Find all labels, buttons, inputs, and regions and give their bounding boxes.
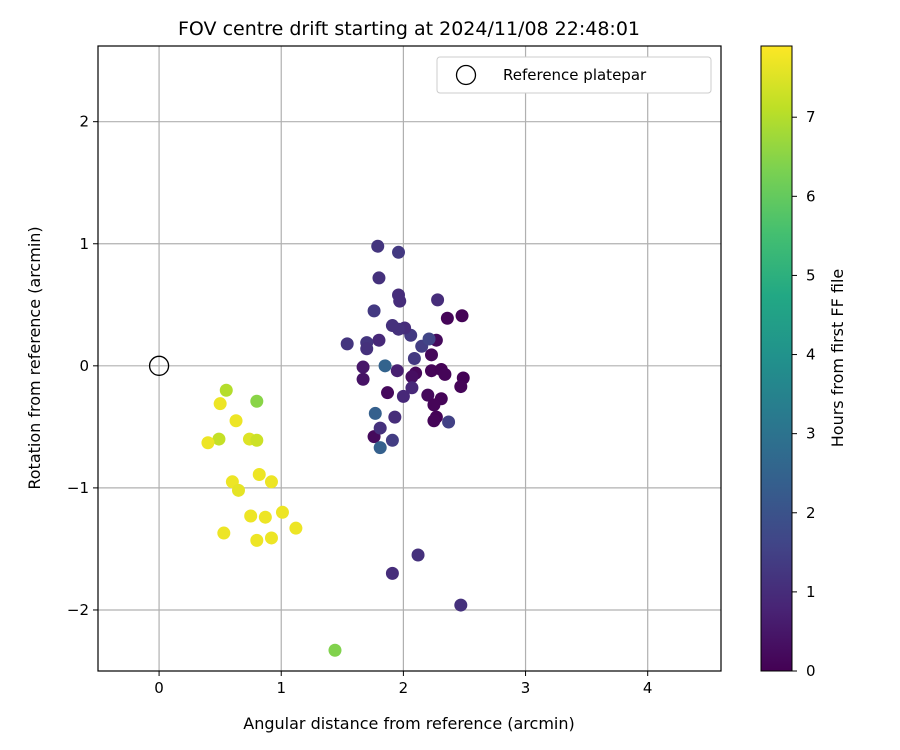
y-axis-ticks: −2 −1 0 1 2 <box>67 113 98 619</box>
data-point <box>229 414 243 428</box>
data-point <box>388 410 402 424</box>
data-point <box>219 383 233 397</box>
data-point <box>250 394 264 408</box>
plot-frame <box>97 45 722 672</box>
data-point <box>252 467 266 481</box>
data-point <box>422 332 436 346</box>
colorbar-tick-label: 7 <box>806 108 816 126</box>
data-point <box>275 505 289 519</box>
x-axis-ticks: 0 1 2 3 4 <box>154 671 652 697</box>
data-point <box>371 239 385 253</box>
data-point <box>328 643 342 657</box>
data-point <box>407 352 421 365</box>
data-point <box>250 533 264 547</box>
legend: Reference platepar <box>436 56 712 94</box>
data-point <box>405 370 419 384</box>
legend-marker-reference <box>455 64 477 86</box>
colorbar-tick-label: 5 <box>806 266 816 284</box>
y-axis-label: Rotation from reference (arcmin) <box>25 226 44 489</box>
legend-label-reference: Reference platepar <box>503 66 647 84</box>
data-point <box>360 342 374 356</box>
data-point <box>367 304 381 318</box>
data-point <box>396 389 410 403</box>
data-point <box>454 380 468 394</box>
legend-box <box>436 56 712 94</box>
colorbar-tick-label: 2 <box>806 504 816 522</box>
x-tick-label: 2 <box>399 679 409 697</box>
data-point <box>427 398 441 412</box>
data-point <box>455 309 469 323</box>
data-point <box>438 367 452 381</box>
colorbar <box>760 45 793 672</box>
data-point <box>213 397 227 411</box>
colorbar-tick-label: 1 <box>806 583 816 601</box>
colorbar-tick-label: 6 <box>806 187 816 205</box>
colorbar-tick-label: 4 <box>806 346 816 364</box>
data-point <box>356 360 370 374</box>
data-point <box>440 311 454 325</box>
y-tick-label: 0 <box>79 357 89 375</box>
x-tick-label: 1 <box>276 679 286 697</box>
colorbar-tick-label: 0 <box>806 662 816 680</box>
data-point <box>217 526 231 540</box>
data-point <box>431 293 445 307</box>
data-point <box>378 359 392 373</box>
data-point <box>244 509 258 523</box>
data-point <box>201 436 215 450</box>
data-point <box>454 598 468 612</box>
data-point <box>405 381 419 395</box>
data-point <box>392 245 406 259</box>
data-point <box>373 441 387 455</box>
data-point <box>373 421 387 435</box>
chart-title: FOV centre drift starting at 2024/11/08 … <box>178 18 640 40</box>
y-tick-label: −1 <box>67 479 89 497</box>
y-tick-label: 1 <box>79 235 89 253</box>
colorbar-label: Hours from first FF file <box>828 269 847 448</box>
data-point <box>231 483 245 497</box>
data-point <box>289 521 303 535</box>
data-point <box>392 288 406 302</box>
data-point <box>381 386 395 400</box>
x-tick-label: 0 <box>154 679 164 697</box>
colorbar-ticks: 0 1 2 3 4 5 6 7 <box>792 108 816 680</box>
data-point <box>258 510 272 524</box>
data-point <box>424 364 438 378</box>
data-point <box>390 364 404 378</box>
data-point <box>427 414 441 428</box>
data-point <box>372 333 386 347</box>
colorbar-tick-label: 3 <box>806 425 816 443</box>
data-point <box>385 566 399 580</box>
data-point <box>356 372 370 386</box>
data-point <box>421 388 435 402</box>
y-tick-label: 2 <box>79 113 89 131</box>
data-point <box>385 433 399 447</box>
data-point <box>372 271 386 285</box>
data-point <box>411 548 425 562</box>
data-point <box>424 348 438 362</box>
data-point <box>212 432 226 446</box>
data-point <box>385 319 399 333</box>
grid-lines <box>98 46 721 671</box>
x-tick-label: 3 <box>521 679 531 697</box>
reference-platepar-marker <box>148 355 170 376</box>
data-points <box>148 239 470 657</box>
data-point <box>264 531 278 545</box>
data-point <box>442 415 456 429</box>
data-point <box>250 433 264 447</box>
data-point <box>340 337 354 351</box>
data-point <box>264 475 278 489</box>
x-axis-label: Angular distance from reference (arcmin) <box>243 714 574 733</box>
y-tick-label: −2 <box>67 601 89 619</box>
x-tick-label: 4 <box>643 679 653 697</box>
data-point <box>368 406 382 420</box>
